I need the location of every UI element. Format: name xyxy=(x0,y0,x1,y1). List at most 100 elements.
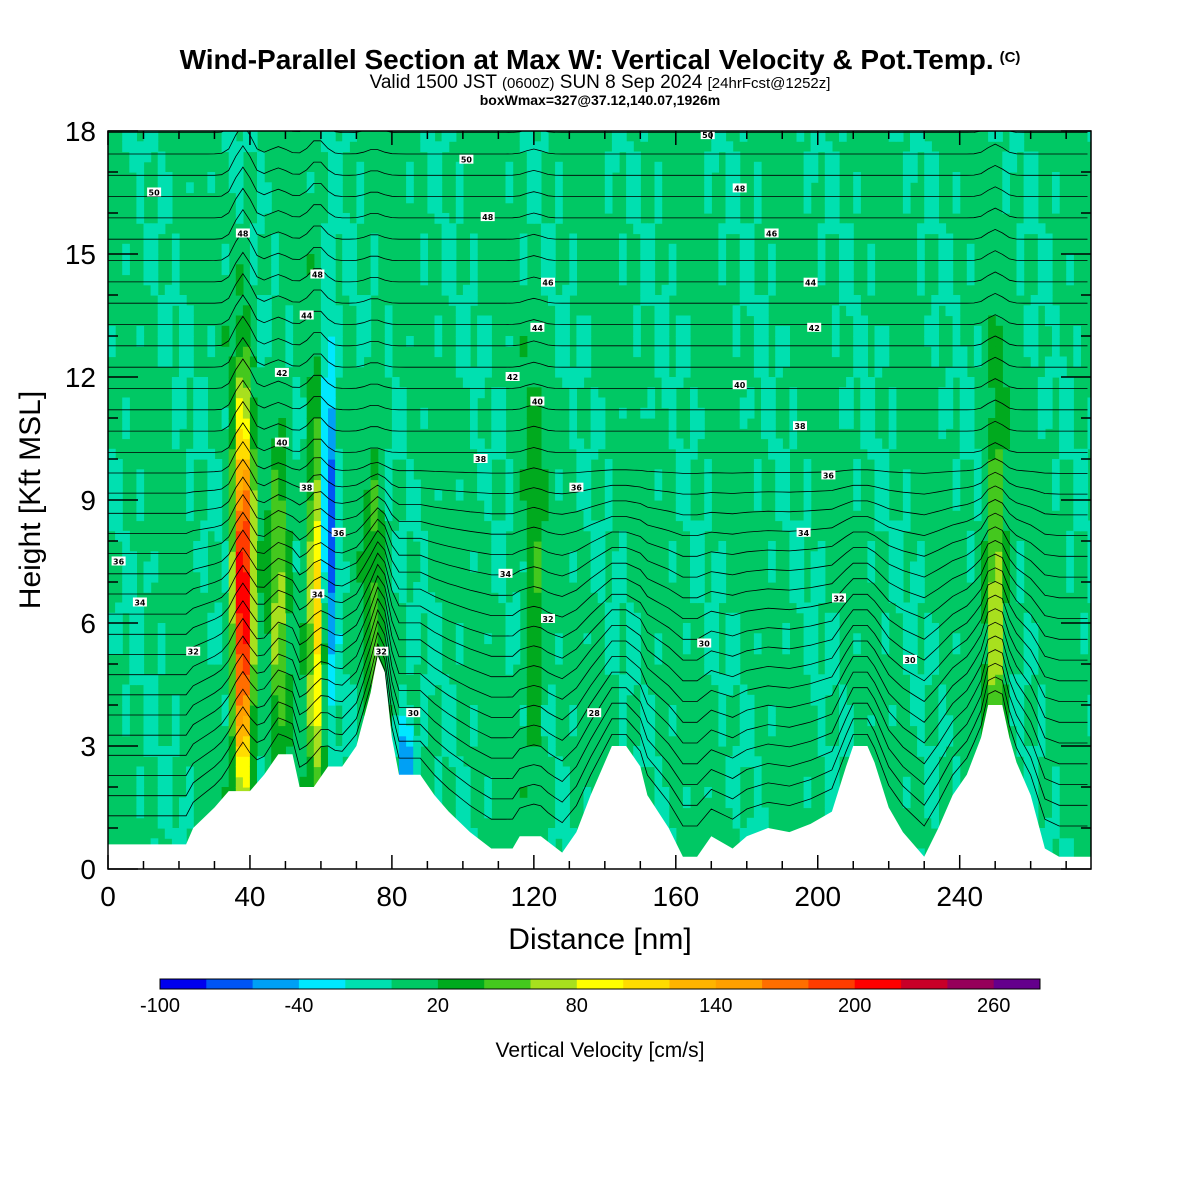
w-cell xyxy=(654,797,663,809)
w-cell xyxy=(633,202,641,214)
w-cell xyxy=(249,479,258,491)
w-cell xyxy=(171,284,180,296)
w-cell xyxy=(888,715,897,727)
theta-label-bg xyxy=(331,527,346,537)
w-cell xyxy=(512,612,521,624)
w-cell xyxy=(633,213,641,224)
w-cell xyxy=(533,571,542,583)
w-cell xyxy=(399,428,407,440)
w-cell xyxy=(988,633,996,645)
w-cell xyxy=(1044,407,1053,419)
w-cell xyxy=(420,418,428,429)
w-cell xyxy=(257,202,265,214)
w-cell xyxy=(697,551,705,563)
w-cell xyxy=(590,520,599,532)
w-cell xyxy=(356,551,365,563)
w-cell xyxy=(228,776,237,788)
theta-label-text: 30 xyxy=(904,656,916,665)
w-cell xyxy=(562,295,570,306)
w-cell xyxy=(817,541,826,552)
w-cell xyxy=(157,746,166,757)
w-cell xyxy=(732,674,741,686)
w-cell xyxy=(228,161,237,173)
w-cell xyxy=(171,274,180,286)
w-cell xyxy=(633,182,641,194)
w-cell xyxy=(725,151,734,163)
w-cell xyxy=(526,407,535,419)
w-cell xyxy=(1030,346,1039,358)
w-cell xyxy=(186,315,194,327)
w-cell xyxy=(179,418,187,429)
w-cell xyxy=(186,766,194,778)
w-cell xyxy=(1030,653,1039,665)
w-cell xyxy=(732,776,741,788)
w-cell xyxy=(413,602,421,614)
w-cell xyxy=(470,254,478,265)
w-cell xyxy=(647,746,656,757)
w-cell xyxy=(732,817,741,829)
w-cell xyxy=(924,151,932,163)
w-cell xyxy=(285,715,294,727)
w-cell xyxy=(640,684,648,696)
w-cell xyxy=(952,325,961,337)
w-cell xyxy=(143,141,152,153)
w-cell xyxy=(938,397,947,409)
w-cell xyxy=(228,694,237,706)
w-cell xyxy=(235,530,244,542)
w-cell xyxy=(349,243,357,255)
w-cell xyxy=(583,459,592,470)
w-cell xyxy=(384,336,393,347)
w-cell xyxy=(682,346,691,358)
w-cell xyxy=(399,746,407,757)
w-cell xyxy=(242,715,251,727)
w-cell xyxy=(548,684,556,696)
w-cell xyxy=(143,243,152,255)
w-cell xyxy=(860,387,868,399)
w-cell xyxy=(569,418,577,429)
w-cell xyxy=(384,366,393,378)
w-cell xyxy=(285,541,294,552)
w-cell xyxy=(761,418,769,429)
colorbar-swatch xyxy=(715,979,763,989)
theta-label-bg xyxy=(541,613,555,623)
w-cell xyxy=(931,223,939,235)
w-cell xyxy=(406,172,414,183)
w-cell xyxy=(150,705,159,716)
w-cell xyxy=(384,346,393,358)
w-cell xyxy=(753,469,762,481)
w-cell xyxy=(370,592,379,604)
w-cell xyxy=(306,500,315,511)
w-cell xyxy=(540,233,549,245)
w-cell xyxy=(242,469,251,481)
w-cell xyxy=(143,264,152,276)
w-cell xyxy=(988,684,996,696)
w-cell xyxy=(306,489,315,501)
w-cell xyxy=(349,284,357,296)
w-cell xyxy=(462,295,471,306)
w-cell xyxy=(931,161,939,173)
w-cell xyxy=(179,807,187,819)
theta-label: 32 xyxy=(186,646,201,657)
w-cell xyxy=(668,561,677,573)
w-cell xyxy=(1002,151,1010,163)
w-cell xyxy=(704,469,712,481)
w-cell xyxy=(668,551,677,563)
w-cell xyxy=(839,407,847,419)
w-cell xyxy=(235,561,244,573)
w-cell xyxy=(377,592,386,604)
colorbar-swatch xyxy=(345,979,393,989)
theta-label-bg xyxy=(530,322,545,332)
w-cell xyxy=(945,305,954,317)
w-cell xyxy=(413,479,421,491)
colorbar-swatch xyxy=(901,979,948,989)
w-cell xyxy=(292,438,301,450)
w-cell xyxy=(221,541,230,552)
w-cell xyxy=(555,192,563,204)
w-cell xyxy=(1044,305,1053,317)
w-cell xyxy=(285,592,294,604)
w-cell xyxy=(633,223,641,235)
w-cell xyxy=(902,664,911,675)
w-cell xyxy=(952,643,961,655)
w-cell xyxy=(831,202,840,214)
w-cell xyxy=(924,315,932,327)
